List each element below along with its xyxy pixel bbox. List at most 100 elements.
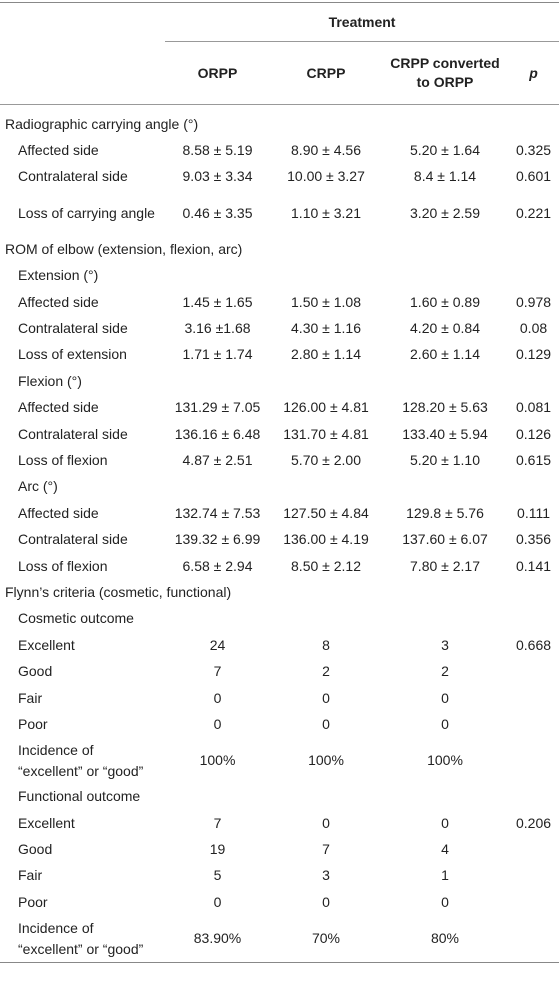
row-label: Contralateral side <box>18 425 128 442</box>
row-label: Poor <box>18 715 48 732</box>
section-row: Flynn’s criteria (cosmetic, functional) <box>0 579 559 605</box>
cell: 0 <box>322 814 330 831</box>
data-row: Affected side 1.45 ± 1.65 1.50 ± 1.08 1.60 … <box>0 289 559 315</box>
data-row: Loss of flexion 4.87 ± 2.51 5.70 ± 2.00 5.2… <box>0 447 559 473</box>
row-label: Fair <box>18 867 43 884</box>
row-label: Loss of extension <box>18 346 127 363</box>
subsection-row: Extension (°) <box>0 263 559 289</box>
cell: 2.60 ± 1.14 <box>410 346 480 363</box>
row-label: Contralateral side <box>18 320 128 337</box>
p-value: 0.668 <box>516 636 552 653</box>
cell: 9.03 ± 3.34 <box>182 168 253 185</box>
subsection-row: Flexion (°) <box>0 368 559 394</box>
column-header: p <box>508 41 559 105</box>
empty-cell <box>508 889 559 915</box>
cell: 24 <box>209 636 226 653</box>
column-header: CRPP <box>270 41 382 105</box>
data-row: Affected side 8.58 ± 5.19 8.90 ± 4.56 5.20 … <box>0 137 559 163</box>
p-value: 0.325 <box>516 142 552 159</box>
cell: 4.20 ± 0.84 <box>410 320 480 337</box>
cell: 19 <box>209 841 226 858</box>
column-header: ORPP <box>165 41 270 105</box>
cell: 8.4 ± 1.14 <box>413 168 477 185</box>
cell: 5.20 ± 1.64 <box>410 142 480 159</box>
data-row: Contralateral side 3.16 ±1.68 4.30 ± 1.16 4… <box>0 315 559 341</box>
row-label: Loss of carrying angle <box>18 204 155 221</box>
row-label: Good <box>18 841 53 858</box>
cell: 127.50 ± 4.84 <box>283 504 369 521</box>
row-label: Affected side <box>18 504 99 521</box>
cell: 83.90% <box>193 930 242 947</box>
data-row: Contralateral side 139.32 ± 6.99 136.00 ± … <box>0 526 559 552</box>
p-value: 0.081 <box>516 399 552 416</box>
cell: 3.16 ±1.68 <box>184 320 251 337</box>
cell: 0 <box>213 689 222 706</box>
empty-cell <box>508 685 559 711</box>
data-row: Good 19 7 4 <box>0 836 559 862</box>
cell: 8.50 ± 2.12 <box>291 557 361 574</box>
cell: 8 <box>322 636 330 653</box>
cell: 4.30 ± 1.16 <box>291 320 361 337</box>
empty-cell <box>508 711 559 737</box>
cell: 0 <box>441 715 449 732</box>
row-label: Loss of flexion <box>18 451 108 468</box>
data-row: Excellent 7 0 0 0.206 <box>0 810 559 836</box>
row-label: Affected side <box>18 399 99 416</box>
p-value: 0.615 <box>516 451 552 468</box>
cell: 100% <box>308 752 344 769</box>
cell: 131.29 ± 7.05 <box>174 399 261 416</box>
cell: 5.70 ± 2.00 <box>291 451 361 468</box>
row-label: Incidence of “excellent” or “good” <box>18 741 144 779</box>
subsection-row: Functional outcome <box>0 784 559 810</box>
cell: 4.87 ± 2.51 <box>182 451 253 468</box>
cell: 1.71 ± 1.74 <box>182 346 253 363</box>
data-row: Poor 0 0 0 <box>0 711 559 737</box>
cell: 132.74 ± 7.53 <box>174 504 261 521</box>
cell: 1.60 ± 0.89 <box>410 293 480 310</box>
cell: 2 <box>441 663 449 680</box>
cell: 0 <box>322 689 330 706</box>
column-header: CRPP converted to ORPP <box>382 41 508 105</box>
subsection-title: Extension (°) <box>18 267 99 284</box>
row-label: Affected side <box>18 142 99 159</box>
empty-cell <box>508 658 559 684</box>
data-row: Loss of carrying angle 0.46 ± 3.35 1.10 ± … <box>0 190 559 236</box>
data-row: Excellent 24 8 3 0.668 <box>0 632 559 658</box>
cell: 0 <box>441 689 449 706</box>
subsection-row: Cosmetic outcome <box>0 606 559 632</box>
data-row: Affected side 131.29 ± 7.05 126.00 ± 4.81 1… <box>0 395 559 421</box>
data-row: Fair 0 0 0 <box>0 685 559 711</box>
cell: 70% <box>311 930 341 947</box>
p-value: 0.206 <box>516 814 552 831</box>
p-value: 0.129 <box>516 346 552 363</box>
row-label: Excellent <box>18 636 75 653</box>
cell: 0 <box>213 893 222 910</box>
p-value: 0.141 <box>516 557 552 574</box>
cell: 0 <box>441 814 449 831</box>
data-row: Affected side 132.74 ± 7.53 127.50 ± 4.84 1… <box>0 500 559 526</box>
subsection-title: Cosmetic outcome <box>18 610 134 627</box>
cell: 7 <box>213 814 222 831</box>
cell: 100% <box>427 752 463 769</box>
cell: 8.58 ± 5.19 <box>182 142 253 159</box>
subsection-title: Arc (°) <box>18 478 58 495</box>
row-label: Excellent <box>18 814 75 831</box>
cell: 7 <box>213 663 222 680</box>
section-title: ROM of elbow (extension, flexion, arc) <box>5 240 243 257</box>
header-spacer <box>0 41 165 105</box>
data-row: Fair 5 3 1 <box>0 863 559 889</box>
p-value: 0.356 <box>516 531 552 548</box>
section-row: Radiographic carrying angle (°) <box>0 105 559 138</box>
cell: 3.20 ± 2.59 <box>410 204 480 221</box>
row-label: Poor <box>18 893 48 910</box>
section-row: ROM of elbow (extension, flexion, arc) <box>0 236 559 262</box>
cell: 133.40 ± 5.94 <box>402 425 488 442</box>
cell: 100% <box>199 752 236 769</box>
group-header: Treatment <box>165 2 559 42</box>
cell: 139.32 ± 6.99 <box>174 531 261 548</box>
p-value: 0.111 <box>517 504 550 521</box>
data-row: Loss of extension 1.71 ± 1.74 2.80 ± 1.14 2… <box>0 342 559 368</box>
data-row: Incidence of “excellent” or “good” 100% 10… <box>0 738 559 784</box>
data-row: Contralateral side 9.03 ± 3.34 10.00 ± 3.2… <box>0 164 559 190</box>
